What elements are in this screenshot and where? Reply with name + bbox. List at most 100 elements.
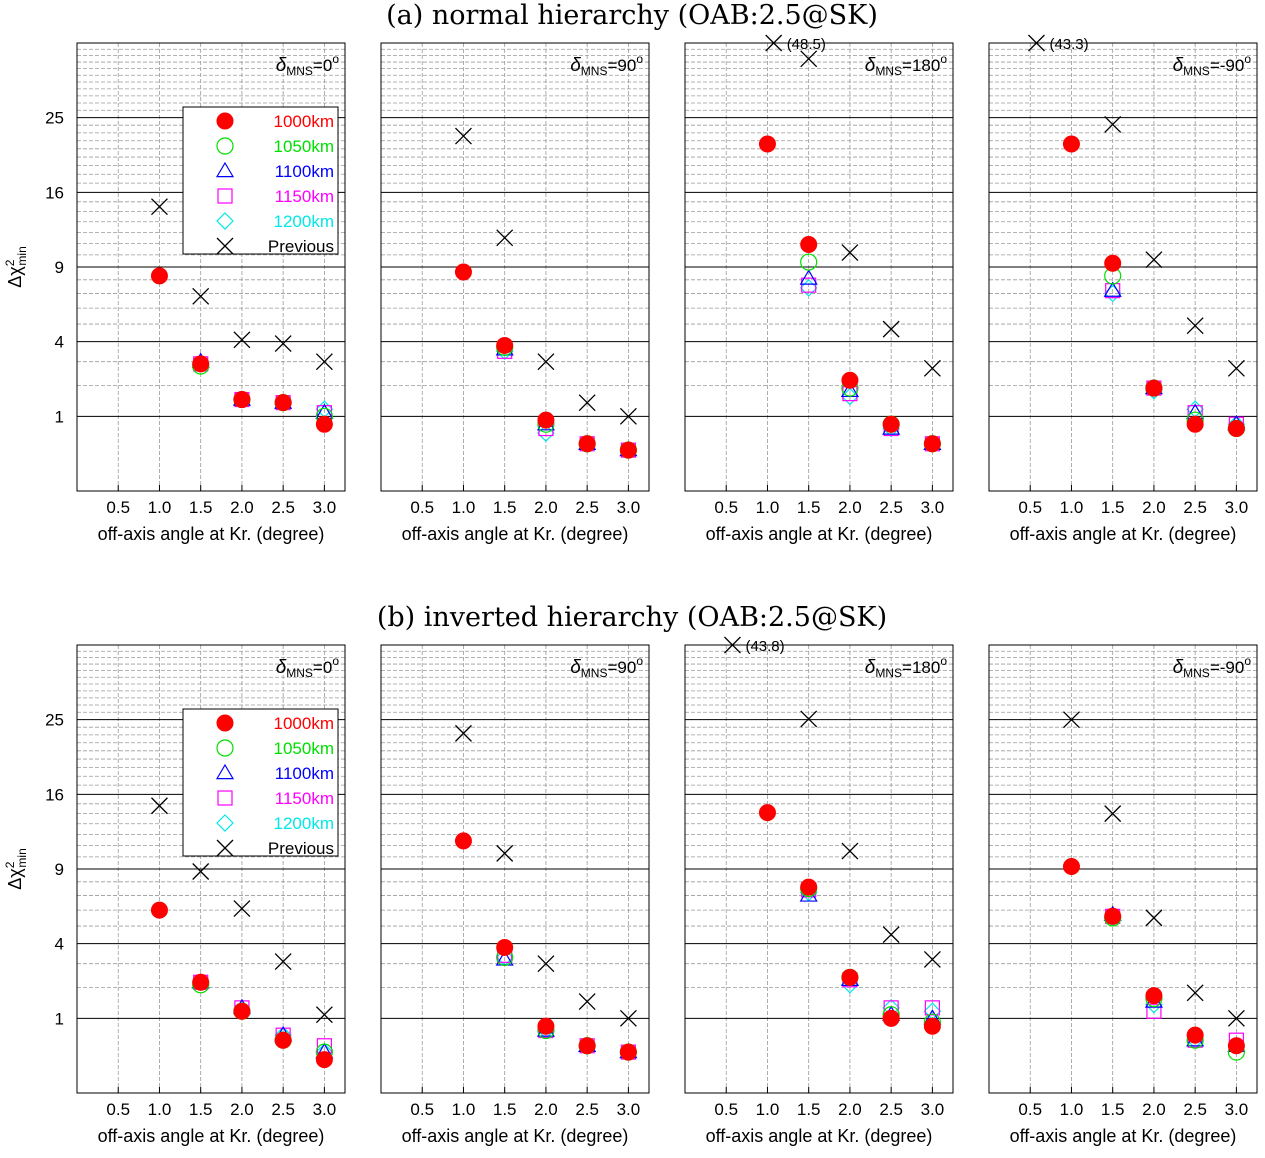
- x-tick-label: 0.5: [714, 498, 738, 517]
- x-axis-label: off-axis angle at Kr. (degree): [706, 524, 933, 544]
- offscale-label: (43.8): [745, 638, 784, 655]
- point-1000km: [1145, 987, 1163, 1005]
- point-Previous: [151, 797, 168, 815]
- plot-frame: [76, 42, 346, 492]
- point-1000km: [192, 355, 210, 373]
- x-tick-label: 1.5: [797, 1100, 821, 1119]
- x-tick-label: 1.0: [148, 1100, 172, 1119]
- x-tick-label: 2.5: [1183, 1100, 1207, 1119]
- x-tick-label: 2.0: [534, 1100, 558, 1119]
- plot-frame: [380, 644, 650, 1094]
- point-Previous: [1227, 1009, 1245, 1027]
- x-axis-label: off-axis angle at Kr. (degree): [1010, 1126, 1237, 1146]
- legend-marker-1050km: [216, 739, 234, 757]
- point-Previous: [496, 229, 514, 247]
- delta-annotation: δMNS=90o: [570, 654, 643, 680]
- point-Previous: [315, 353, 333, 371]
- point-1000km: [150, 267, 168, 285]
- point-Previous: [1104, 805, 1122, 823]
- point-Previous: [619, 407, 637, 425]
- point-Previous: [274, 335, 292, 353]
- point-1100km: [799, 269, 818, 285]
- point-Previous: [923, 359, 941, 377]
- point-Previous: [923, 950, 941, 968]
- point-1000km: [882, 415, 900, 433]
- point-1000km: [758, 135, 776, 153]
- legend-label-1050km: 1050km: [274, 137, 334, 156]
- row-title-b: (b) inverted hierarchy (OAB:2.5@SK): [377, 602, 887, 633]
- point-Previous: [537, 955, 555, 973]
- x-tick-label: 2.5: [575, 498, 599, 517]
- legend-marker-1100km: [215, 161, 235, 178]
- x-tick-label: 0.5: [410, 1100, 434, 1119]
- x-tick-label: 0.5: [714, 1100, 738, 1119]
- y-tick-label: 25: [45, 711, 64, 730]
- legend-label-Previous: Previous: [268, 839, 334, 858]
- point-1000km: [1186, 1026, 1204, 1044]
- x-tick-label: 0.5: [1018, 498, 1042, 517]
- x-tick-label: 3.0: [1225, 1100, 1249, 1119]
- x-tick-label: 1.5: [189, 1100, 213, 1119]
- legend-marker-1200km: [216, 212, 234, 230]
- x-axis-label: off-axis angle at Kr. (degree): [1010, 524, 1237, 544]
- point-Previous: [882, 926, 900, 944]
- x-tick-label: 2.5: [271, 498, 295, 517]
- offscale-marker: [765, 34, 783, 52]
- point-1000km: [315, 415, 333, 433]
- point-Previous: [233, 331, 251, 349]
- point-1000km: [1186, 415, 1204, 433]
- point-1000km: [619, 1043, 637, 1061]
- x-tick-label: 1.0: [756, 1100, 780, 1119]
- delta-annotation: δMNS=-90o: [1173, 52, 1252, 78]
- point-1100km: [1103, 281, 1122, 297]
- x-tick-label: 1.5: [493, 1100, 517, 1119]
- legend-marker-1000km: [216, 714, 234, 732]
- point-1000km: [1145, 379, 1163, 397]
- point-1000km: [923, 1017, 941, 1035]
- x-tick-label: 1.5: [797, 498, 821, 517]
- point-1000km: [800, 878, 818, 896]
- x-tick-label: 2.0: [838, 1100, 862, 1119]
- x-tick-label: 3.0: [617, 1100, 641, 1119]
- point-Previous: [800, 710, 818, 728]
- y-tick-label: 4: [55, 935, 64, 954]
- point-Previous: [151, 198, 168, 216]
- plot-frame: [684, 644, 954, 1094]
- point-1000km: [150, 901, 168, 919]
- x-tick-label: 1.0: [148, 498, 172, 517]
- y-tick-label: 16: [45, 183, 64, 202]
- point-1000km: [274, 1031, 292, 1049]
- point-Previous: [455, 127, 472, 145]
- point-1000km: [454, 263, 472, 281]
- delta-annotation: δMNS=0o: [276, 52, 340, 78]
- point-Previous: [315, 1006, 333, 1024]
- x-tick-label: 3.0: [617, 498, 641, 517]
- legend-label-1050km: 1050km: [274, 739, 334, 758]
- legend-box: [182, 106, 339, 255]
- point-Previous: [619, 1009, 637, 1027]
- x-tick-label: 2.0: [230, 498, 254, 517]
- x-tick-label: 1.0: [452, 498, 476, 517]
- point-1000km: [233, 1002, 251, 1020]
- point-1150km: [924, 1000, 940, 1016]
- point-Previous: [496, 844, 514, 862]
- point-1000km: [454, 832, 472, 850]
- x-tick-label: 2.0: [1142, 1100, 1166, 1119]
- y-axis-label: Δχ2min: [3, 246, 29, 288]
- point-1050km: [800, 253, 818, 271]
- x-tick-label: 2.0: [230, 1100, 254, 1119]
- x-tick-label: 1.5: [493, 498, 517, 517]
- x-axis-label: off-axis angle at Kr. (degree): [98, 524, 325, 544]
- panel-0-2: 0.5 1.0 1.5 2.0 2.5 3.0 off-axis angle at Kr. …: [684, 34, 954, 544]
- point-1000km: [496, 938, 514, 956]
- legend-label-1200km: 1200km: [274, 814, 334, 833]
- x-tick-label: 1.5: [1101, 1100, 1125, 1119]
- x-axis-label: off-axis angle at Kr. (degree): [98, 1126, 325, 1146]
- legend-label-1200km: 1200km: [274, 212, 334, 231]
- point-1000km: [1104, 254, 1122, 272]
- point-Previous: [192, 863, 210, 880]
- x-tick-label: 3.0: [921, 498, 945, 517]
- x-tick-label: 0.5: [1018, 1100, 1042, 1119]
- plot-frame: [76, 644, 346, 1094]
- y-tick-label: 9: [55, 258, 64, 277]
